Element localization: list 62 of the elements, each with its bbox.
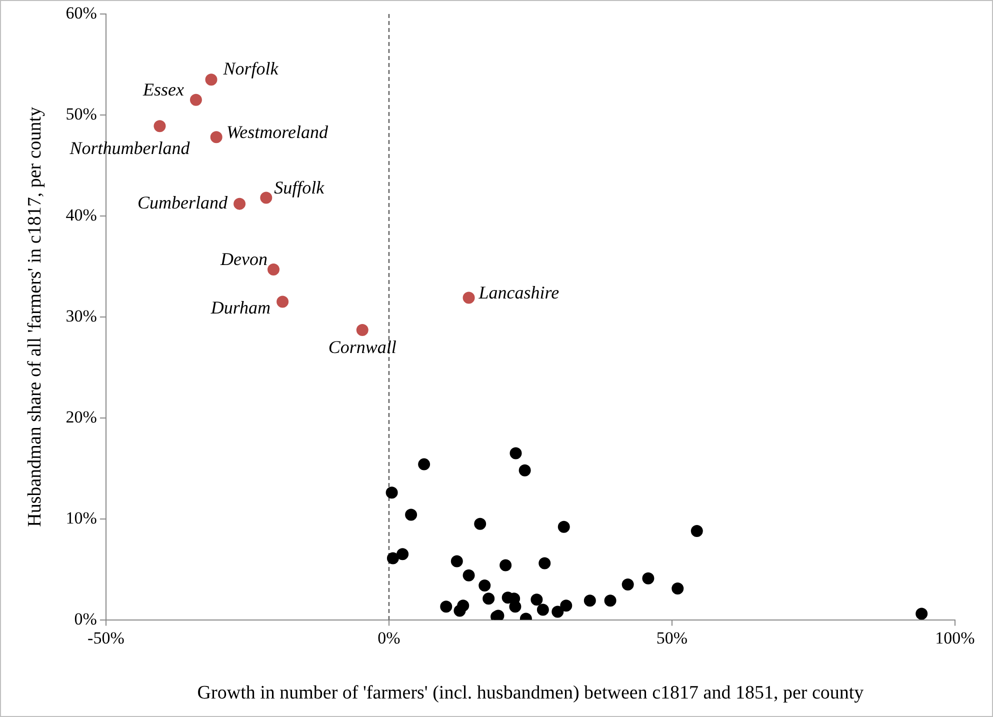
y-tick-label: 10%	[66, 508, 97, 528]
point	[538, 557, 551, 570]
point	[457, 600, 470, 612]
point	[462, 569, 475, 582]
point	[268, 263, 280, 276]
point	[276, 296, 289, 308]
y-tick-label: 40%	[66, 205, 97, 224]
point	[552, 606, 564, 618]
point	[462, 292, 475, 304]
annotation: Norfolk	[222, 58, 280, 78]
point	[205, 74, 218, 86]
point	[418, 458, 430, 470]
x-tick-label: 50%	[656, 628, 688, 648]
point	[530, 594, 543, 606]
point	[396, 548, 409, 560]
x-tick-label: 0%	[378, 628, 400, 648]
y-axis-title: Husbandman share of all 'farmers' in c1817, per county	[24, 106, 46, 527]
point	[500, 559, 512, 572]
point	[510, 447, 522, 460]
point	[210, 131, 222, 144]
point	[386, 486, 398, 499]
point	[584, 594, 596, 607]
annotation: Cumberland	[138, 192, 229, 213]
point	[536, 604, 549, 616]
point	[405, 508, 418, 521]
annotation: Westmoreland	[226, 122, 329, 142]
point	[234, 198, 246, 210]
point	[642, 572, 654, 584]
annotation: Essex	[142, 80, 184, 100]
point	[690, 524, 703, 537]
y-tick-label: 30%	[66, 306, 97, 326]
point	[190, 94, 202, 106]
annotation: Lancashire	[478, 282, 560, 302]
point	[450, 555, 463, 568]
point	[604, 594, 616, 607]
point	[518, 464, 531, 476]
point	[622, 578, 634, 590]
annotation: Suffolk	[274, 177, 326, 198]
point	[478, 579, 491, 592]
point	[916, 608, 928, 620]
x-tick-label: 100%	[935, 628, 975, 648]
point	[509, 600, 522, 613]
annotation: Northumberland	[68, 138, 191, 158]
point	[260, 192, 272, 204]
x-tick-label: -50%	[88, 628, 124, 648]
point	[154, 120, 166, 132]
annotation: Durham	[210, 297, 271, 318]
y-tick-label: 20%	[66, 407, 97, 426]
point	[482, 592, 495, 605]
x-axis-title: Growth in number of 'farmers' (incl. husbandmen) between c1817 and 1851, per county	[197, 682, 864, 704]
annotation: Devon	[220, 249, 268, 270]
point	[356, 324, 368, 336]
y-tick-label: 0%	[74, 609, 97, 628]
y-tick-label: 60%	[66, 3, 97, 22]
point	[558, 520, 570, 533]
point	[672, 582, 684, 594]
point	[386, 552, 399, 564]
point	[560, 600, 572, 612]
point	[440, 600, 452, 613]
annotation: Cornwall	[328, 336, 396, 357]
point	[474, 518, 486, 530]
y-tick-label: 50%	[66, 104, 97, 124]
